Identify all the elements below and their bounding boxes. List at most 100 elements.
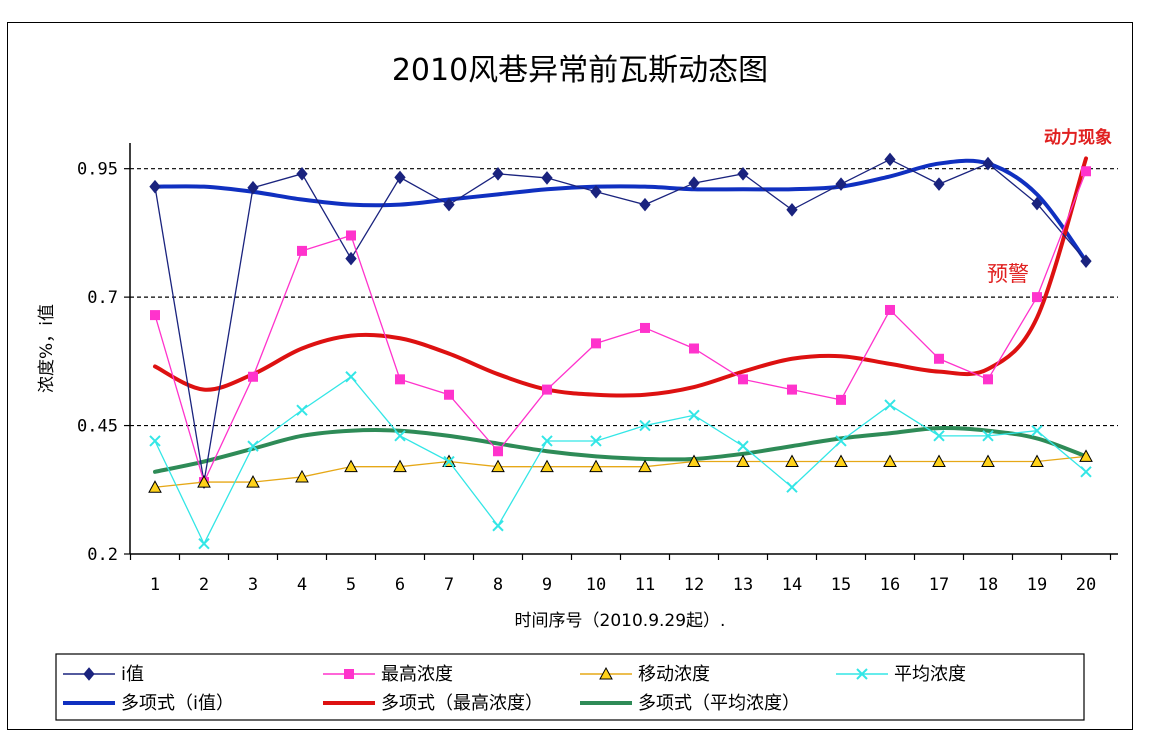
avg-concentration-point: [737, 440, 749, 452]
legend-label: 平均浓度: [894, 664, 966, 685]
avg-concentration-point: [884, 399, 896, 411]
annotation-dynamic-phenomenon: 动力现象: [1044, 127, 1112, 148]
x-tick-label: 2: [199, 575, 209, 595]
i-value-point: [737, 167, 749, 181]
moving-concentration-point: [638, 459, 652, 473]
plot-area: 0.20.450.70.951 2 3 4 5 6 7 8 9 10 11 12 13 14 15 16 17 1…: [77, 143, 1118, 595]
moving-concentration-point: [393, 459, 407, 473]
moving-concentration-point: [589, 459, 603, 473]
x-tick-label: 4: [297, 575, 307, 595]
i-value-point: [247, 180, 259, 195]
avg-concentration-point: [247, 440, 259, 452]
avg-concentration-point: [590, 435, 602, 447]
legend-swatch-marker: [83, 667, 95, 681]
x-tick-label: 6: [395, 575, 405, 595]
avg-concentration-point: [394, 430, 406, 442]
y-tick-label: 0.45: [77, 417, 118, 437]
trend-line-i-value: [153, 158, 1088, 264]
moving-concentration-point: [148, 480, 162, 493]
i-value-point: [835, 177, 847, 191]
avg-concentration-point: [492, 520, 504, 532]
x-tick-label: 12: [684, 575, 704, 595]
i-value-point: [443, 197, 455, 212]
y-tick-label: 0.2: [87, 545, 118, 565]
moving-concentration-point: [785, 454, 799, 468]
max-concentration-line: [154, 171, 1087, 484]
avg-concentration-point: [982, 430, 994, 442]
moving-concentration-point: [295, 469, 309, 483]
legend-label: 最高浓度: [381, 664, 453, 685]
moving-concentration-point: [491, 459, 505, 473]
max-concentration-point: [297, 245, 307, 256]
max-concentration-point: [983, 374, 993, 385]
max-concentration-point: [444, 389, 454, 400]
y-axis-label: 浓度%，i值: [37, 304, 57, 393]
i-value-point: [541, 171, 553, 185]
i-value-point: [394, 170, 406, 185]
moving-concentration-point: [883, 454, 897, 468]
x-tick-label: 1: [150, 575, 160, 595]
legend-label: 多项式（i值）: [121, 693, 234, 714]
trend-line-max-concentration: [153, 156, 1088, 398]
moving-concentration-point: [1079, 449, 1093, 462]
x-tick-label: 13: [733, 575, 753, 595]
x-tick-label: 8: [493, 575, 503, 595]
max-concentration-point: [640, 322, 650, 333]
x-tick-label: 9: [542, 575, 552, 595]
x-tick-label: 16: [880, 575, 900, 595]
legend-label: 多项式（最高浓度）: [381, 693, 543, 714]
avg-concentration-point: [933, 430, 945, 442]
avg-concentration-point: [198, 538, 210, 550]
avg-concentration-point: [639, 419, 651, 432]
legend-label: i值: [121, 664, 144, 685]
avg-concentration-point: [443, 455, 455, 468]
chart-frame: 2010风巷异常前瓦斯动态图 0.2 0.45 0.7 0.95 1 2 3 4 5 6 7 8 9 10…: [7, 22, 1133, 730]
max-concentration-point: [1032, 292, 1042, 303]
i-value-point: [639, 197, 651, 212]
x-tick-label: 20: [1076, 575, 1096, 595]
legend-label: 多项式（平均浓度）: [638, 693, 800, 714]
avg-concentration-point: [541, 435, 553, 447]
moving-concentration-line: [154, 455, 1087, 488]
legend-swatch-marker: [599, 666, 613, 680]
trend-line-avg-concentration: [153, 426, 1088, 474]
x-tick-label: 11: [635, 575, 655, 595]
x-tick-label: 3: [248, 575, 258, 595]
i-value-point: [149, 179, 161, 194]
avg-concentration-point: [786, 481, 798, 493]
x-tick-label: 5: [346, 575, 356, 595]
max-concentration-point: [542, 384, 552, 395]
avg-concentration-point: [1080, 466, 1092, 478]
avg-concentration-point: [1031, 424, 1043, 437]
annotation-warning: 预警: [987, 262, 1029, 286]
avg-concentration-point: [149, 435, 161, 447]
y-tick-label: 0.7: [87, 288, 118, 308]
avg-concentration-line: [154, 375, 1087, 546]
i-value-point: [590, 185, 602, 199]
i-value-line: [154, 158, 1087, 483]
max-concentration-point: [1081, 166, 1091, 177]
x-tick-label: 19: [1027, 575, 1047, 595]
i-value-point: [492, 167, 504, 181]
x-tick-label: 14: [782, 575, 802, 595]
y-tick-label: 0.95: [77, 160, 118, 180]
avg-concentration-point: [835, 435, 847, 447]
legend-swatch-marker: [856, 668, 868, 680]
moving-concentration-point: [344, 459, 358, 473]
moving-concentration-point: [687, 454, 701, 468]
moving-concentration-point: [197, 475, 211, 488]
legend-label: 移动浓度: [638, 664, 710, 685]
moving-concentration-point: [736, 454, 750, 468]
max-concentration-point: [248, 371, 258, 382]
x-axis-label: 时间序号（2010.9.29起）.: [515, 611, 726, 631]
x-tick-label: 15: [831, 575, 851, 595]
max-concentration-point: [885, 304, 895, 315]
i-value-point: [786, 203, 798, 217]
moving-concentration-point: [932, 454, 946, 468]
max-concentration-point: [346, 230, 356, 241]
i-value-point: [345, 251, 357, 266]
moving-concentration-point: [981, 454, 995, 468]
x-tick-label: 17: [929, 575, 949, 595]
chart-title: 2010风巷异常前瓦斯动态图: [392, 53, 768, 88]
